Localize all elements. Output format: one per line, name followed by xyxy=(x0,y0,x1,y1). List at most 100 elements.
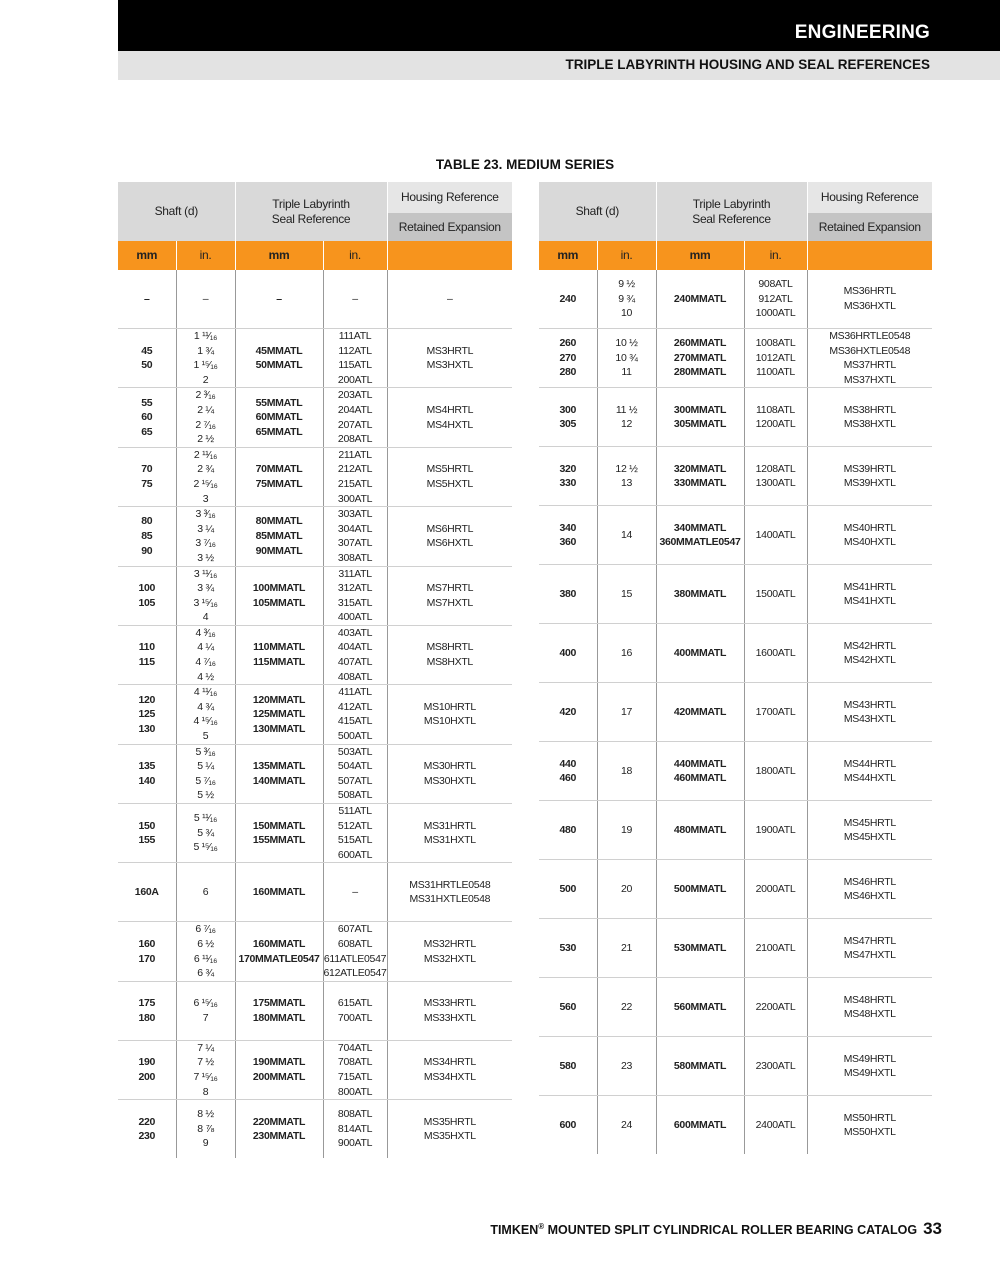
shaft-in-cell: 3 ¹¹⁄₁₆ 3 ¾ 3 ¹⁵⁄₁₆ 4 xyxy=(175,566,235,626)
seal-ref-in-cell: 808ATL 814ATL 900ATL xyxy=(322,1099,388,1159)
table-row: 150 155 5 ¹¹⁄₁₆ 5 ¾ 5 ¹⁵⁄₁₆ 150MMATL 155MM… xyxy=(118,803,513,864)
seal-ref-in-cell: 211ATL 212ATL 215ATL 300ATL xyxy=(322,447,388,508)
seal-ref-mm-cell: 240MMATL xyxy=(655,270,744,329)
housing-ref-cell: MS8HRTL MS8HXTL xyxy=(386,625,513,686)
seal-ref-mm-cell: 45MMATL 50MMATL xyxy=(234,328,323,389)
housing-ref-cell: MS32HRTL MS32HXTL xyxy=(386,921,513,982)
housing-ref-cell: MS4HRTL MS4HXTL xyxy=(386,387,513,448)
seal-ref-mm-cell: 380MMATL xyxy=(655,564,744,625)
seal-ref-in-cell: 2400ATL xyxy=(743,1095,807,1155)
table-row: 440 460 18 440MMATL 460MMATL 1800ATL MS44HRT… xyxy=(539,741,932,802)
housing-ref-cell: – xyxy=(386,270,513,329)
seal-ref-in-cell: 1400ATL xyxy=(743,505,807,566)
seal-ref-mm-cell: 300MMATL 305MMATL xyxy=(655,387,744,448)
footer-brand: TIMKEN xyxy=(490,1223,539,1237)
table-row: 420 17 420MMATL 1700ATL MS43HRTL MS43HXTL xyxy=(539,682,932,743)
seal-ref-mm-cell: 150MMATL 155MMATL xyxy=(234,803,323,864)
shaft-in-cell: 12 ½ 13 xyxy=(596,446,656,507)
shaft-mm-cell: 160 170 xyxy=(118,921,176,982)
table-row: 160 170 6 ⁷⁄₁₆ 6 ½ 6 ¹¹⁄₁₆ 6 ¾ 160MMATL 17… xyxy=(118,921,513,982)
seal-ref-in-cell: 704ATL 708ATL 715ATL 800ATL xyxy=(322,1040,388,1101)
unit-in: in. xyxy=(743,241,807,270)
page-subtitle: TRIPLE LABYRINTH HOUSING AND SEAL REFERE… xyxy=(565,57,930,72)
shaft-mm-cell: 600 xyxy=(559,1119,577,1132)
shaft-mm-cell: 80 85 90 xyxy=(118,506,176,567)
shaft-mm-cell: 70 75 xyxy=(118,447,176,508)
seal-ref-mm-cell: 120MMATL 125MMATL 130MMATL xyxy=(234,684,323,745)
subtitle-bar: TRIPLE LABYRINTH HOUSING AND SEAL REFERE… xyxy=(118,51,1000,80)
shaft-in-cell: 8 ½ 8 ⅞ 9 xyxy=(175,1099,235,1159)
shaft-mm-cell: 420 xyxy=(539,682,597,743)
housing-ref-header: Housing Reference xyxy=(386,182,513,213)
table-row: 480 19 480MMATL 1900ATL MS45HRTL MS45HXTL xyxy=(539,800,932,861)
shaft-in-cell: 9 ½ 9 ¾ 10 xyxy=(596,270,656,329)
shaft-in-cell: 6 ⁷⁄₁₆ 6 ½ 6 ¹¹⁄₁₆ 6 ¾ xyxy=(175,921,235,982)
seal-ref-in-cell: 2300ATL xyxy=(743,1036,807,1097)
shaft-in-cell: 23 xyxy=(596,1036,656,1097)
seal-ref-mm-cell: 580MMATL xyxy=(655,1036,744,1097)
table-row: 600 24 600MMATL 2400ATL MS50HRTL MS50HXTL xyxy=(539,1095,932,1155)
table-row: 110 115 4 ³⁄₁₆ 4 ¼ 4 ⁷⁄₁₆ 4 ½ 110MMATL 115… xyxy=(118,625,513,686)
shaft-in-cell: 7 ¼ 7 ½ 7 ¹⁵⁄₁₆ 8 xyxy=(175,1040,235,1101)
shaft-in-cell: 20 xyxy=(596,859,656,920)
shaft-mm-cell: 320 330 xyxy=(539,446,597,507)
housing-ref-cell: MS31HRTL MS31HXTL xyxy=(386,803,513,864)
section-header-bar: ENGINEERING xyxy=(118,0,1000,51)
shaft-in-cell: – xyxy=(175,270,235,329)
shaft-mm-cell: 120 125 130 xyxy=(118,684,176,745)
housing-ref-cell: MS48HRTL MS48HXTL xyxy=(806,977,932,1038)
seal-ref-mm-cell: 100MMATL 105MMATL xyxy=(234,566,323,626)
housing-ref-cell: MS40HRTL MS40HXTL xyxy=(806,505,932,566)
housing-ref-cell: MS47HRTL MS47HXTL xyxy=(806,918,932,979)
section-title: ENGINEERING xyxy=(794,22,930,43)
seal-ref-in-cell: 1500ATL xyxy=(743,564,807,625)
shaft-in-cell: 17 xyxy=(596,682,656,743)
shaft-mm-cell: 440 460 xyxy=(539,741,597,802)
seal-ref-in-cell: 1108ATL 1200ATL xyxy=(743,387,807,448)
page-footer: TIMKEN® MOUNTED SPLIT CYLINDRICAL ROLLER… xyxy=(490,1219,942,1239)
table-row: 500 20 500MMATL 2000ATL MS46HRTL MS46HXTL xyxy=(539,859,932,920)
shaft-mm-cell: 160A xyxy=(118,862,176,923)
unit-blank xyxy=(806,241,932,270)
seal-ref-mm-cell: 260MMATL 270MMATL 280MMATL xyxy=(655,328,744,389)
shaft-mm-cell: 480 xyxy=(539,800,597,861)
housing-ref-cell: MS31HRTLE0548 MS31HXTLE0548 xyxy=(386,862,513,923)
unit-in: in. xyxy=(596,241,656,270)
shaft-mm-cell: 530 xyxy=(539,918,597,979)
shaft-mm-cell: 500 xyxy=(539,859,597,920)
shaft-in-cell: 6 xyxy=(175,862,235,923)
shaft-mm-cell: 110 115 xyxy=(118,625,176,686)
seal-ref-in-cell: 411ATL 412ATL 415ATL 500ATL xyxy=(322,684,388,745)
seal-ref-mm-cell: 160MMATL xyxy=(234,862,323,923)
shaft-mm-cell: 220 230 xyxy=(138,1115,156,1143)
table-row: – – – – – xyxy=(118,270,513,329)
shaft-header: Shaft (d) xyxy=(118,182,235,241)
housing-ref-cell: MS3HRTL MS3HXTL xyxy=(386,328,513,389)
housing-ref-cell: MS35HRTL MS35HXTL xyxy=(386,1099,513,1159)
unit-in: in. xyxy=(322,241,388,270)
table-row: 560 22 560MMATL 2200ATL MS48HRTL MS48HXTL xyxy=(539,977,932,1038)
shaft-in-cell: 16 xyxy=(596,623,656,684)
seal-ref-mm-cell: 70MMATL 75MMATL xyxy=(234,447,323,508)
shaft-mm-cell: 175 180 xyxy=(118,981,176,1041)
housing-ref-header: Housing Reference xyxy=(806,182,932,213)
table-row: 400 16 400MMATL 1600ATL MS42HRTL MS42HXTL xyxy=(539,623,932,684)
seal-ref-mm-cell: 530MMATL xyxy=(655,918,744,979)
unit-mm: mm xyxy=(118,241,176,270)
shaft-in-cell: 5 ¹¹⁄₁₆ 5 ¾ 5 ¹⁵⁄₁₆ xyxy=(175,803,235,864)
unit-blank xyxy=(386,241,513,270)
shaft-in-cell: 22 xyxy=(596,977,656,1038)
registered-mark: ® xyxy=(538,1221,545,1231)
shaft-in-cell: 11 ½ 12 xyxy=(596,387,656,448)
seal-ref-header: Triple Labyrinth Seal Reference xyxy=(655,182,807,241)
shaft-in-cell: 4 ¹¹⁄₁₆ 4 ¾ 4 ¹⁵⁄₁₆ 5 xyxy=(175,684,235,745)
housing-ref-cell: MS33HRTL MS33HXTL xyxy=(386,981,513,1041)
shaft-in-cell: 5 ³⁄₁₆ 5 ¼ 5 ⁷⁄₁₆ 5 ½ xyxy=(175,744,235,805)
housing-ref-cell: MS34HRTL MS34HXTL xyxy=(386,1040,513,1101)
shaft-in-cell: 14 xyxy=(596,505,656,566)
unit-in: in. xyxy=(175,241,235,270)
table-row: 380 15 380MMATL 1500ATL MS41HRTL MS41HXTL xyxy=(539,564,932,625)
seal-ref-in-cell: 311ATL 312ATL 315ATL 400ATL xyxy=(322,566,388,626)
shaft-in-cell: 15 xyxy=(596,564,656,625)
seal-ref-mm-cell: 600MMATL xyxy=(655,1095,744,1155)
